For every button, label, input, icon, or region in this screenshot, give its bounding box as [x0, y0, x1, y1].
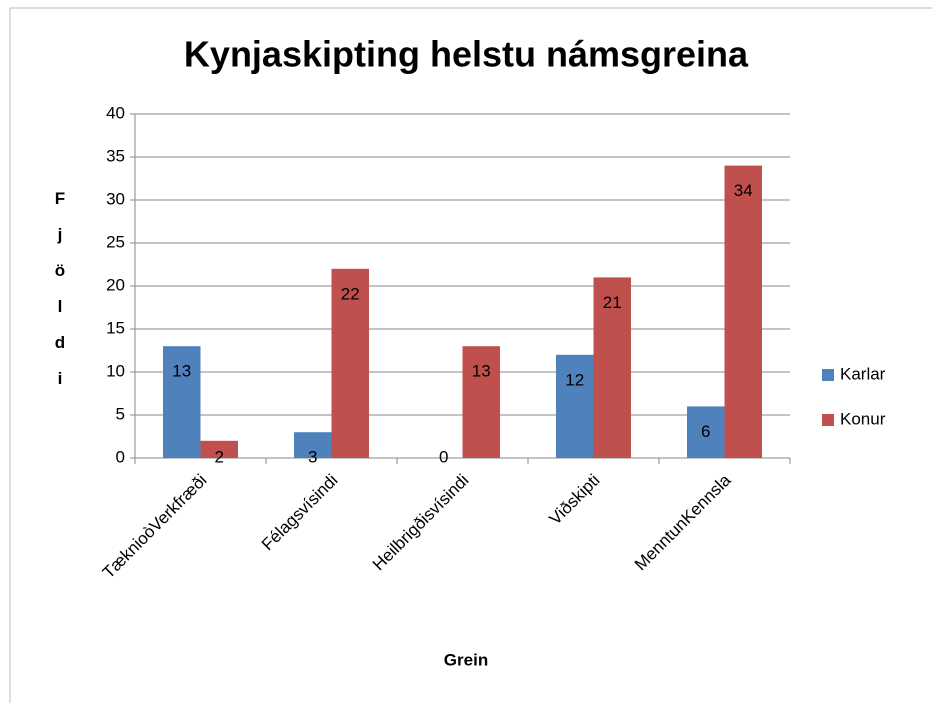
x-tick-label: Félagsvísindi — [258, 471, 342, 555]
x-tick-label: Heilbrigðisvísindi — [369, 471, 473, 575]
y-tick-label: 40 — [106, 103, 125, 122]
y-tick-label: 35 — [106, 146, 125, 165]
data-label: 12 — [565, 370, 584, 389]
bar — [200, 440, 238, 458]
data-label: 13 — [172, 362, 191, 381]
bar — [724, 165, 762, 458]
data-label: 2 — [215, 447, 224, 466]
y-tick-label: 10 — [106, 361, 125, 380]
y-tick-label: 25 — [106, 232, 125, 251]
frame — [9, 7, 932, 703]
data-label: 3 — [308, 447, 317, 466]
x-tick-label: Viðskipti — [546, 471, 604, 529]
bar — [593, 277, 631, 458]
legend-swatch — [822, 414, 834, 426]
legend-swatch — [822, 369, 834, 381]
y-tick-label: 30 — [106, 189, 125, 208]
x-tick-label: MenntunKennsla — [631, 470, 735, 574]
data-label: 0 — [439, 447, 448, 466]
y-tick-label: 20 — [106, 275, 125, 294]
bar — [462, 346, 500, 458]
y-tick-label: 15 — [106, 318, 125, 337]
x-axis-title: Grein — [444, 650, 488, 669]
bar — [331, 268, 369, 458]
bar — [556, 354, 594, 458]
data-label: 13 — [472, 362, 491, 381]
data-label: 34 — [734, 181, 753, 200]
y-tick-label: 0 — [116, 447, 125, 466]
y-tick-label: 5 — [116, 404, 125, 423]
bar — [687, 406, 725, 458]
data-label: 21 — [603, 293, 622, 312]
data-label: 6 — [701, 422, 710, 441]
x-tick-label: TæknioòVerkfræði — [99, 471, 211, 583]
legend-label: Konur — [840, 409, 886, 428]
chart-title: Kynjaskipting helstu námsgreina — [184, 34, 749, 75]
data-label: 22 — [341, 284, 360, 303]
legend-label: Karlar — [840, 364, 886, 383]
bar — [163, 346, 201, 458]
bar — [294, 432, 332, 458]
